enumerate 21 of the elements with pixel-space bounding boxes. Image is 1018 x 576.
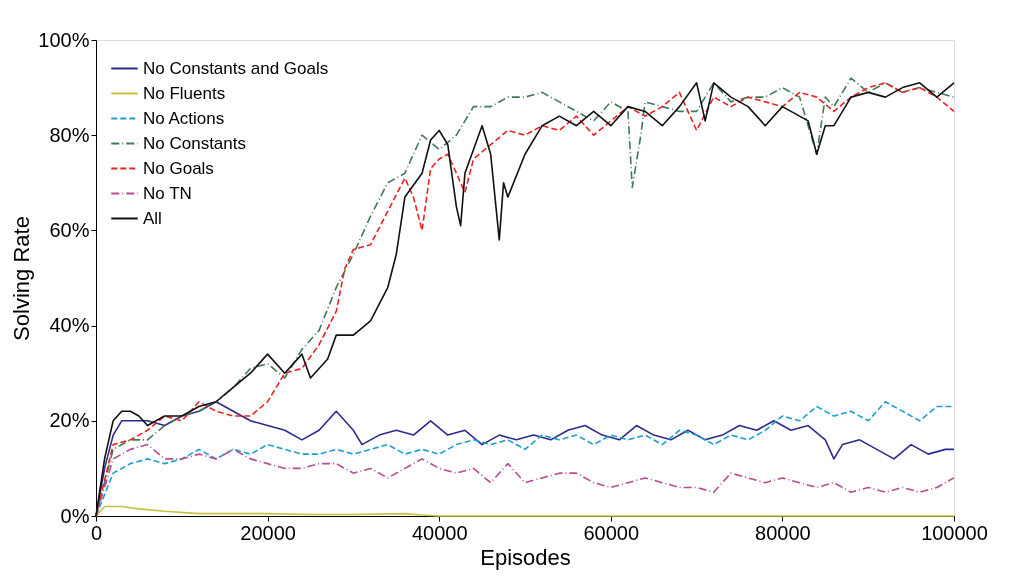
- legend-label: No Actions: [143, 108, 225, 128]
- x-tick-label: 20000: [240, 521, 296, 544]
- legend-label: No TN: [143, 183, 192, 203]
- legend-label: All: [143, 208, 162, 228]
- x-tick-label: 40000: [411, 521, 468, 544]
- x-tick-label: 60000: [583, 521, 640, 544]
- y-tick-label: 60%: [49, 218, 90, 241]
- y-tick-label: 100%: [38, 28, 90, 51]
- y-tick-label: 20%: [49, 409, 90, 432]
- legend-label: No Constants and Goals: [143, 58, 329, 78]
- legend-label: No Constants: [143, 133, 246, 153]
- legend-label: No Fluents: [143, 83, 226, 103]
- legend-label: No Goals: [143, 158, 214, 178]
- x-axis-title: Episodes: [480, 544, 571, 570]
- y-tick-label: 80%: [49, 123, 90, 146]
- x-tick-label: 100000: [921, 521, 988, 544]
- y-axis-title: Solving Rate: [9, 216, 35, 341]
- x-tick-label: 80000: [755, 521, 811, 544]
- x-tick-label: 0: [90, 521, 103, 544]
- y-tick-label: 40%: [49, 314, 90, 337]
- y-tick-label: 0%: [60, 504, 90, 527]
